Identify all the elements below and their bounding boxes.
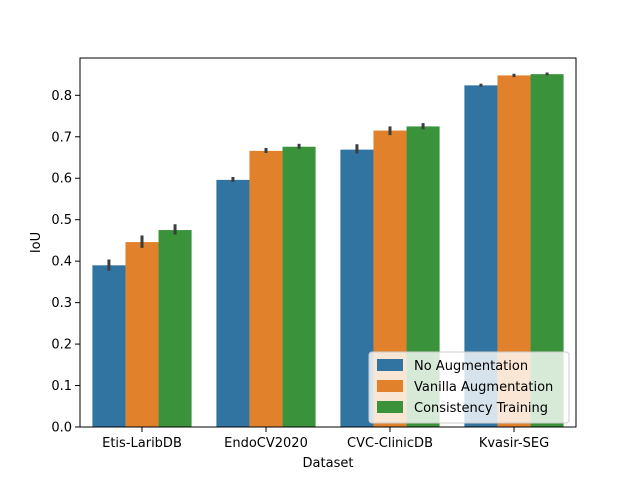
y-tick-label: 0.7 — [51, 130, 72, 145]
y-tick-label: 0.4 — [51, 255, 72, 270]
y-tick-label: 0.3 — [51, 296, 72, 311]
bar-etis-laribdb-no-augmentation — [92, 265, 126, 427]
bar-endocv2020-consistency-training — [282, 146, 316, 428]
legend-swatch — [377, 380, 403, 392]
x-axis: Etis-LaribDB EndoCV2020 CVC-ClinicDB Kvasir… — [102, 427, 549, 451]
x-tick-label: Kvasir-SEG — [479, 436, 549, 451]
legend-label: No Augmentation — [414, 359, 528, 374]
x-tick-label: Etis-LaribDB — [102, 436, 182, 451]
y-tick-label: 0.1 — [51, 379, 72, 394]
legend: No Augmentation Vanilla Augmentation Consi… — [368, 351, 570, 424]
legend-box — [368, 351, 570, 424]
y-axis-label: IoU — [29, 232, 44, 253]
plot-frame — [79, 57, 577, 428]
x-axis-label: Dataset — [303, 456, 354, 471]
bar-etis-laribdb-consistency-training — [158, 230, 192, 427]
bar-endocv2020-no-augmentation — [216, 179, 250, 427]
y-tick-label: 0.2 — [51, 338, 72, 353]
y-tick-label: 0.8 — [51, 89, 72, 104]
bar-etis-laribdb-vanilla-augmentation — [125, 242, 159, 427]
y-axis: 0.0 0.1 0.2 0.3 0.4 0.5 0.6 0.7 0.8 — [51, 89, 80, 436]
error-bars-group — [107, 72, 549, 271]
bar-cvc-clinicdb-no-augmentation — [340, 149, 374, 427]
y-tick-label: 0.6 — [51, 172, 72, 187]
y-tick-label: 0.5 — [51, 213, 72, 228]
x-tick-label: EndoCV2020 — [224, 436, 308, 451]
y-tick-label: 0.0 — [51, 421, 72, 436]
legend-swatch — [377, 359, 403, 371]
legend-label: Vanilla Augmentation — [414, 380, 553, 395]
x-tick-label: CVC-ClinicDB — [347, 436, 433, 451]
bar-endocv2020-vanilla-augmentation — [249, 150, 283, 427]
legend-label: Consistency Training — [414, 401, 548, 416]
legend-swatch — [377, 401, 403, 413]
